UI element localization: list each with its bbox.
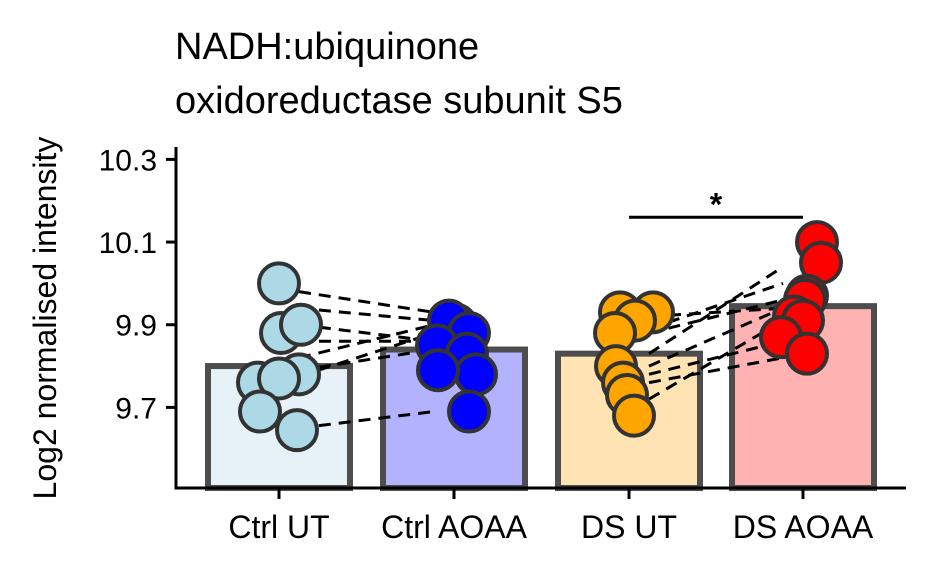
point-ctrl-aoaa: [447, 389, 491, 434]
paired-line: [298, 410, 435, 430]
chart-title-line-2: oxidoreductase subunit S5: [175, 80, 623, 122]
paired-line: [298, 323, 435, 360]
point-ctrl-aoaa: [454, 352, 498, 397]
x-tick-label-ds-aoaa: DS AOAA: [733, 509, 874, 545]
y-tick-label: 10.1: [99, 227, 157, 260]
paired-line: [648, 298, 784, 335]
paired-line: [648, 339, 784, 376]
data-points: [236, 220, 843, 453]
x-tick-label-ctrl-aoaa: Ctrl AOAA: [381, 509, 527, 545]
y-axis-ticks: 9.7 9.9 10.1 10.3: [99, 144, 176, 425]
point-ctrl-ut: [238, 389, 282, 434]
paired-line: [298, 348, 435, 372]
point-ds-aoaa: [785, 331, 829, 376]
paired-line: [298, 306, 435, 323]
y-tick-label: 9.7: [115, 392, 157, 425]
point-ctrl-ut: [275, 408, 319, 453]
point-ctrl-ut: [257, 356, 301, 401]
chart-title-line-1: NADH:ubiquinone: [175, 26, 479, 68]
paired-lines: [298, 265, 784, 430]
paired-line: [648, 265, 784, 355]
y-tick-label: 9.9: [115, 310, 157, 343]
point-ctrl-ut: [257, 261, 301, 306]
x-tick-label-ds-ut: DS UT: [581, 509, 677, 545]
paired-line: [648, 306, 784, 368]
x-axis-ticks: Ctrl UT Ctrl AOAA DS UT DS AOAA: [228, 488, 874, 545]
point-ctrl-aoaa: [416, 348, 460, 393]
paired-line: [298, 290, 435, 314]
paired-line: [298, 331, 435, 378]
x-tick-label-ctrl-ut: Ctrl UT: [228, 509, 329, 545]
significance-star: *: [710, 186, 723, 222]
point-ctrl-ut: [279, 302, 323, 347]
y-tick-label: 10.3: [99, 144, 157, 177]
paired-line: [648, 356, 784, 385]
y-axis-label: Log2 normalised intensity: [27, 137, 63, 500]
point-ds-ut: [612, 393, 656, 438]
